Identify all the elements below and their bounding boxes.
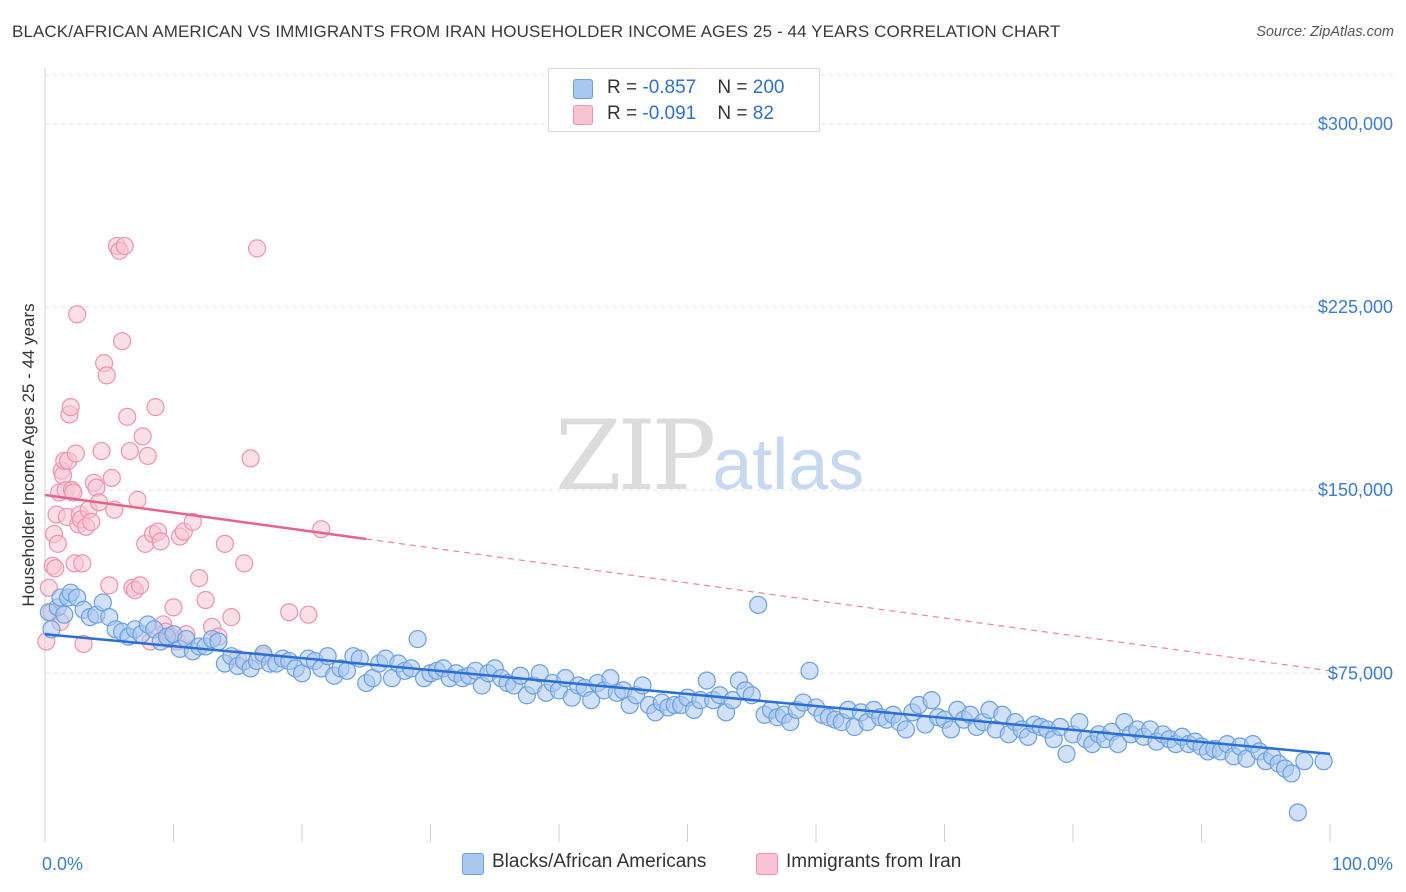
black-point [1057,744,1076,763]
x-tick-label-end: 100.0% [1332,854,1393,874]
legend-swatch-blue [573,79,593,99]
iran-point [146,398,165,417]
black-point [209,632,228,651]
iran-point [68,305,87,324]
black-point [1295,752,1314,771]
correlation-legend: R = -0.857 N = 200 R = -0.091 N = 82 [548,68,820,132]
black-point [922,691,941,710]
iran-point [115,236,134,256]
chart-title: BLACK/AFRICAN AMERICAN VS IMMIGRANTS FRO… [12,22,1061,41]
y-tick-label: $300,000 [1318,114,1393,134]
black-point [697,671,716,690]
iran-point [299,605,318,624]
black-point [941,720,961,739]
tick-labels: $75,000 $150,000 $225,000 $300,000 0.0% 100.0… [42,114,1393,874]
iran-point [241,449,260,468]
iran-point [102,468,121,488]
y-tick-label: $225,000 [1318,297,1393,317]
iran-point [130,576,150,595]
bottom-legend-swatch-blue [462,853,484,875]
iran-point [66,444,85,463]
iran-point [46,559,65,578]
iran-point [74,634,93,654]
iran-point [118,407,137,426]
black-point [1108,734,1128,754]
iran-point [215,534,234,553]
legend-r-value: -0.091 [642,103,697,124]
iran-point [39,578,58,597]
legend-r-label: R = [607,77,643,98]
black-point [582,691,601,710]
black-point [896,720,916,739]
black-point [1314,752,1333,771]
black-point [1288,803,1307,822]
black-point [530,664,549,683]
black-point [749,595,768,615]
black-point [408,629,427,649]
series-black-points [39,583,1333,822]
y-tick-label: $75,000 [1328,663,1393,683]
iran-point [190,568,209,588]
legend-swatch-pink [573,105,593,125]
legend-n-value: 200 [752,77,785,98]
iran-point [222,608,241,627]
axes [44,68,1331,842]
iran-point [64,483,83,502]
iran-point [92,441,111,461]
black-point [800,661,819,680]
iran-point [97,366,116,385]
iran-point [82,512,101,531]
iran-point [133,427,152,446]
grid-lines [45,74,1395,674]
black-point [1282,764,1301,783]
iran-point [120,441,139,461]
iran-point [138,446,157,466]
iran-point [247,239,267,258]
bottom-legend-label: Immigrants from Iran [786,851,962,872]
trend-lines [44,493,1331,756]
legend-n-value: 82 [752,103,774,124]
y-tick-label: $150,000 [1318,480,1393,500]
iran-point [280,603,299,622]
black-point [1070,713,1089,732]
chart-source: Source: ZipAtlas.com [1256,24,1394,40]
iran-point [312,520,331,539]
black-point [55,605,74,624]
y-axis-label: Householder Income Ages 25 - 44 years [19,303,38,606]
iran-point [183,512,202,531]
legend-n-label: N = [717,77,753,98]
trend-line-iran-solid [44,493,367,541]
iran-point [100,576,119,595]
iran-point [235,554,254,573]
iran-point [196,590,215,610]
iran-point [151,532,170,551]
y-axis-label-group: Householder Income Ages 25 - 44 years [19,303,38,606]
bottom-legend-label: Blacks/African Americans [492,851,707,872]
legend-n-label: N = [717,103,753,124]
legend-r-value: -0.857 [642,77,697,98]
legend-r-label: R = [607,103,643,124]
x-tick-label-start: 0.0% [42,854,83,874]
iran-point [112,332,132,351]
iran-point [48,534,67,553]
bottom-legend-swatch-pink [756,853,778,875]
trend-line-blacks [44,632,1331,756]
trend-line-iran-dashed [366,538,1331,672]
iran-point [61,398,80,417]
iran-point [73,554,92,573]
iran-point [164,598,183,617]
